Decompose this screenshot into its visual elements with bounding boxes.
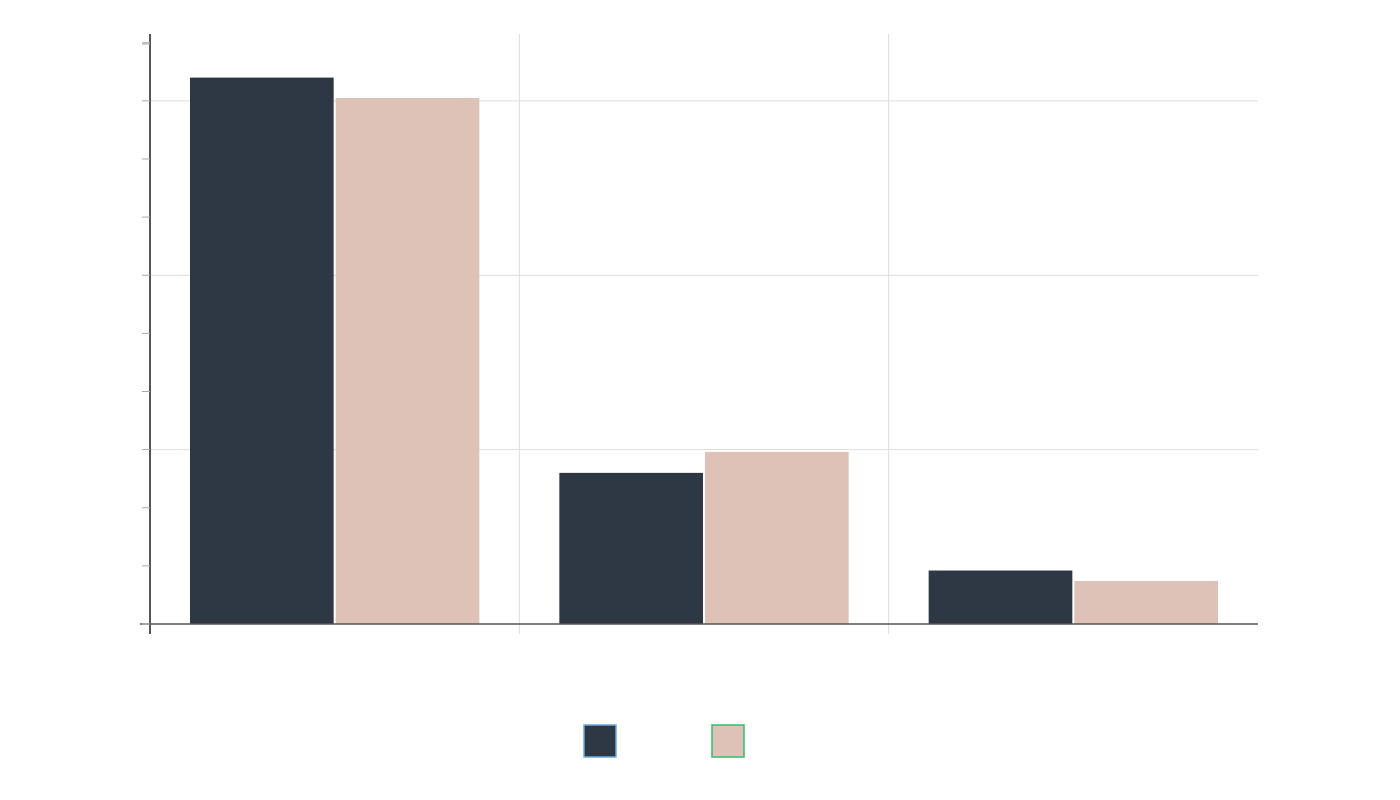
bar-series2-cat1 xyxy=(335,97,480,624)
bar-series1-cat1 xyxy=(190,77,334,624)
bar-series1-cat3 xyxy=(928,570,1073,624)
legend-swatch-2 xyxy=(711,724,745,758)
grid-layer xyxy=(150,34,1258,634)
legend-swatch-1 xyxy=(583,724,617,758)
bars-layer xyxy=(190,77,1218,624)
legend xyxy=(583,724,745,758)
bar-series2-cat3 xyxy=(1074,580,1218,624)
axis-layer xyxy=(140,34,1258,634)
bar-series2-cat2 xyxy=(705,451,849,624)
bar-series1-cat2 xyxy=(559,472,703,624)
